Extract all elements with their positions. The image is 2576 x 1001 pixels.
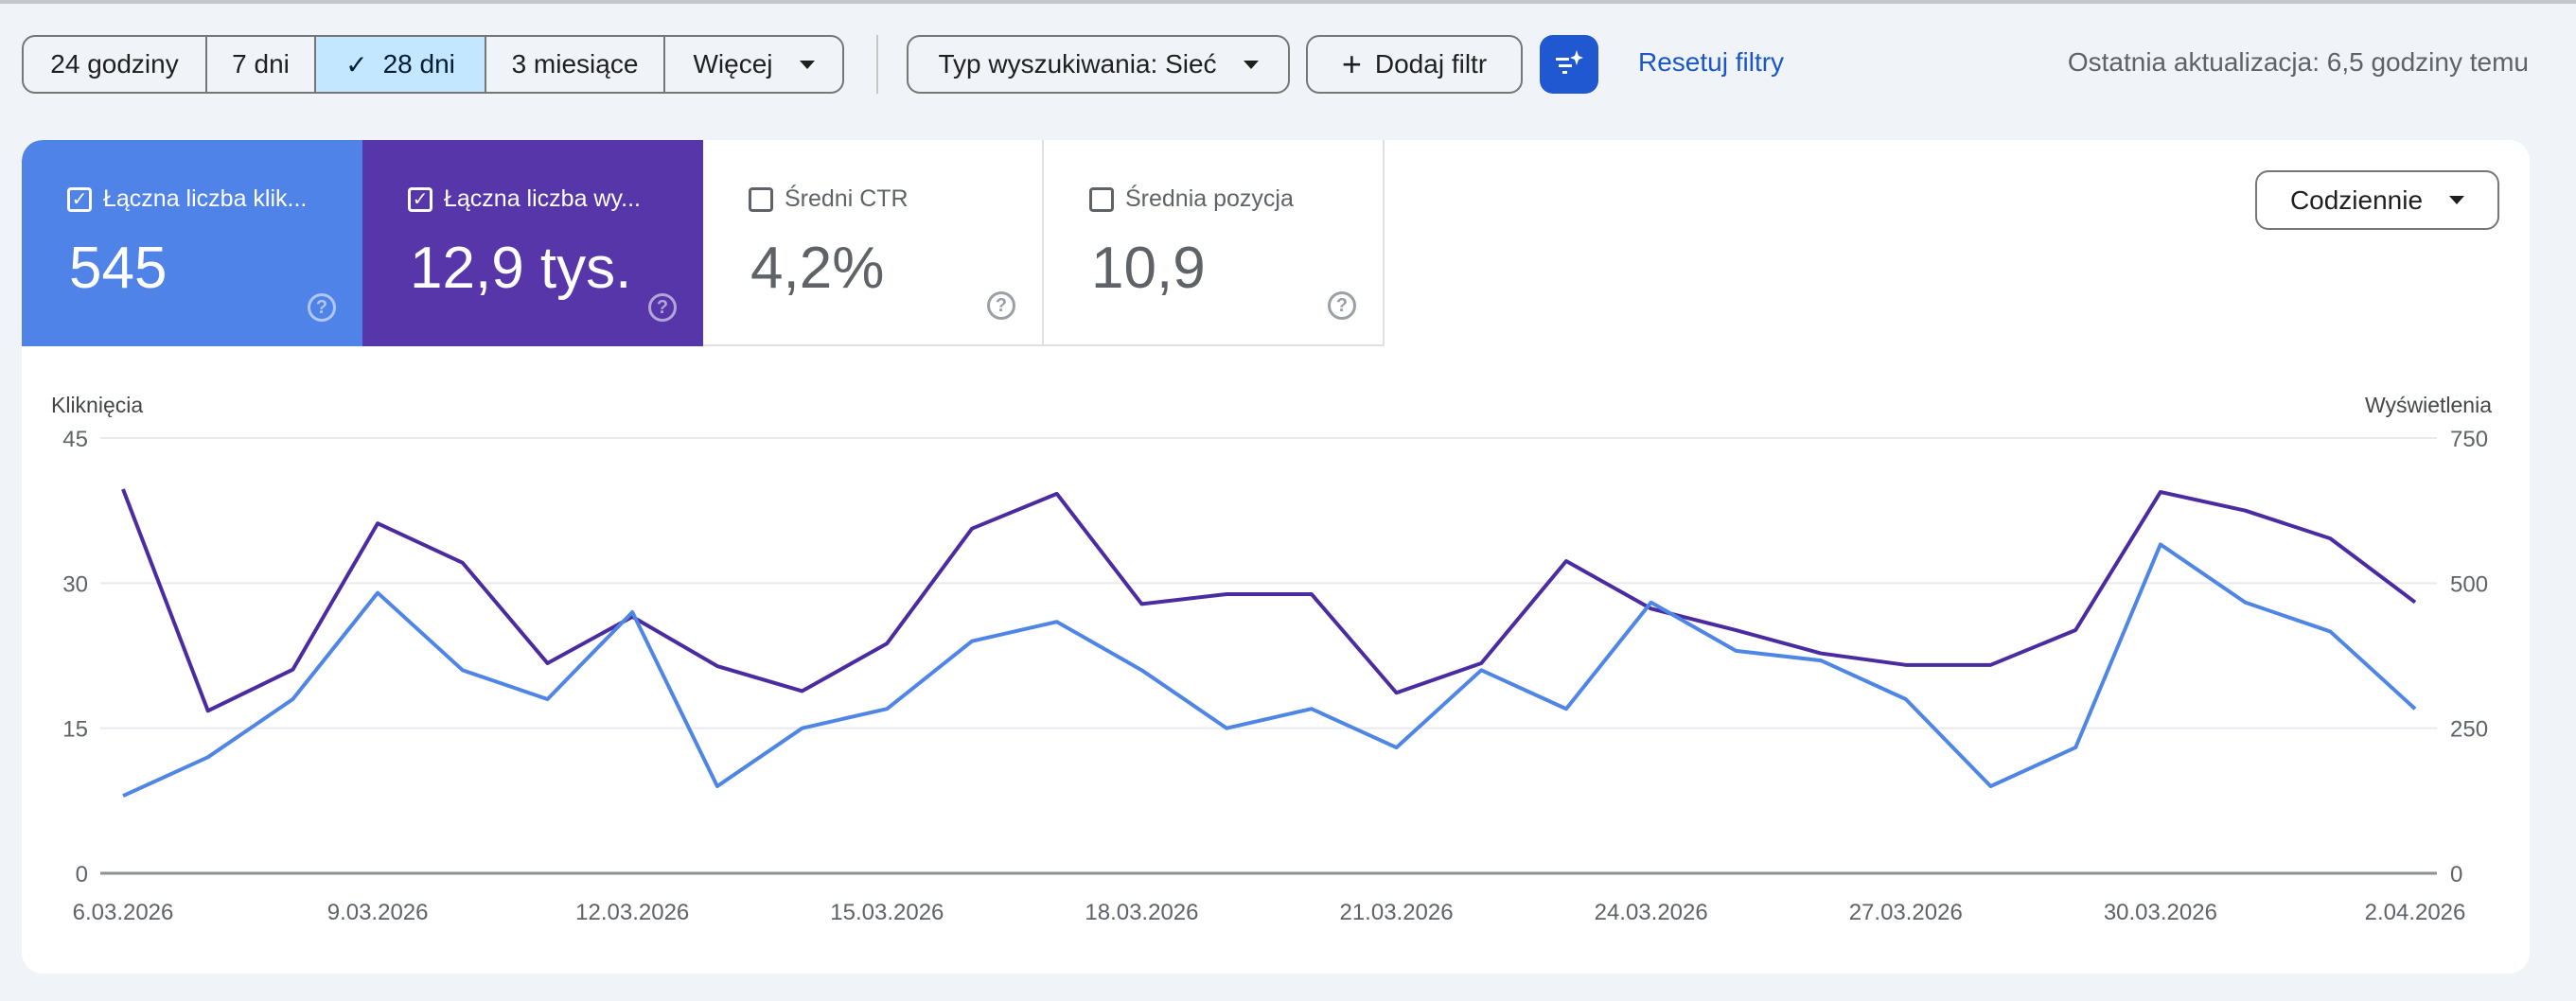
left-tick-label: 30 <box>62 571 88 597</box>
x-tick-label: 9.03.2026 <box>327 900 429 925</box>
metric-tile-clicks[interactable]: ✓ Łączna liczba klik... 545 ? <box>22 140 362 346</box>
range-more-dropdown[interactable]: Więcej <box>665 37 842 92</box>
reset-filters-link[interactable]: Resetuj filtry <box>1638 47 1785 77</box>
search-type-dropdown[interactable]: Typ wyszukiwania: Sieć <box>907 35 1290 94</box>
plus-icon: + <box>1341 44 1362 83</box>
performance-card: ✓ Łączna liczba klik... 545 ? ✓ Łączna lic… <box>22 140 2530 974</box>
toolbar-divider <box>876 35 878 94</box>
checkbox-unchecked-icon[interactable] <box>1089 186 1114 212</box>
right-axis-title: Wyświetlenia <box>2365 393 2492 417</box>
right-tick-label: 250 <box>2450 717 2488 743</box>
help-icon[interactable]: ? <box>648 293 677 322</box>
checkbox-unchecked-icon[interactable] <box>749 186 773 212</box>
x-tick-label: 24.03.2026 <box>1595 900 1708 925</box>
smart-filter-button[interactable] <box>1540 35 1598 94</box>
help-icon[interactable]: ? <box>1328 291 1356 320</box>
left-axis-title: Kliknięcia <box>51 393 143 417</box>
series-line-impressions <box>121 488 2417 713</box>
help-icon[interactable]: ? <box>987 291 1015 320</box>
right-tick-label: 750 <box>2450 427 2488 452</box>
x-tick-label: 30.03.2026 <box>2104 900 2217 925</box>
top-divider <box>0 0 2576 4</box>
metric-value: 10,9 <box>1091 236 1206 301</box>
caret-down-icon <box>799 60 815 69</box>
add-filter-button[interactable]: + Dodaj filtr <box>1306 35 1523 94</box>
help-icon[interactable]: ? <box>308 293 336 322</box>
metric-value: 12,9 tys. <box>410 236 632 301</box>
right-tick-label: 500 <box>2450 571 2488 597</box>
metric-tile-impressions[interactable]: ✓ Łączna liczba wy... 12,9 tys. ? <box>362 140 703 346</box>
x-tick-label: 21.03.2026 <box>1339 900 1453 925</box>
x-tick-label: 15.03.2026 <box>830 900 944 925</box>
last-update-text: Ostatnia aktualizacja: 6,5 godziny temu <box>2067 47 2529 77</box>
x-tick-label: 6.03.2026 <box>73 900 174 925</box>
x-tick-label: 12.03.2026 <box>575 900 689 925</box>
metric-tile-ctr[interactable]: Średni CTR 4,2% ? <box>703 140 1044 346</box>
range-3m-button[interactable]: 3 miesiące <box>486 37 665 92</box>
x-tick-label: 18.03.2026 <box>1085 900 1198 925</box>
metric-value: 545 <box>69 236 168 301</box>
series-line-clicks <box>122 542 2417 799</box>
x-tick-label: 2.04.2026 <box>2365 900 2466 925</box>
range-7d-button[interactable]: 7 dni <box>207 37 316 92</box>
left-tick-label: 45 <box>62 427 88 452</box>
left-tick-label: 15 <box>62 717 88 743</box>
right-tick-label: 0 <box>2450 862 2462 887</box>
metric-tile-position[interactable]: Średnia pozycja 10,9 ? <box>1044 140 1385 346</box>
granularity-dropdown[interactable]: Codziennie <box>2255 170 2499 230</box>
check-icon: ✓ <box>345 49 368 79</box>
left-tick-label: 0 <box>76 862 88 887</box>
caret-down-icon <box>2449 196 2465 204</box>
filter-sparkle-icon <box>1556 50 1583 74</box>
caret-down-icon <box>1243 60 1259 69</box>
checkbox-checked-icon[interactable]: ✓ <box>67 186 92 212</box>
checkbox-checked-icon[interactable]: ✓ <box>408 186 432 212</box>
range-24h-button[interactable]: 24 godziny <box>24 37 207 92</box>
date-range-selector: 24 godziny 7 dni ✓ 28 dni 3 miesiące Więc… <box>22 35 844 94</box>
range-28d-button[interactable]: ✓ 28 dni <box>316 37 486 92</box>
x-tick-label: 27.03.2026 <box>1849 900 1963 925</box>
metric-value: 4,2% <box>750 236 885 301</box>
performance-chart: Kliknięcia Wyświetlenia 0 0 15 250 30 500 45 75… <box>51 393 2492 925</box>
